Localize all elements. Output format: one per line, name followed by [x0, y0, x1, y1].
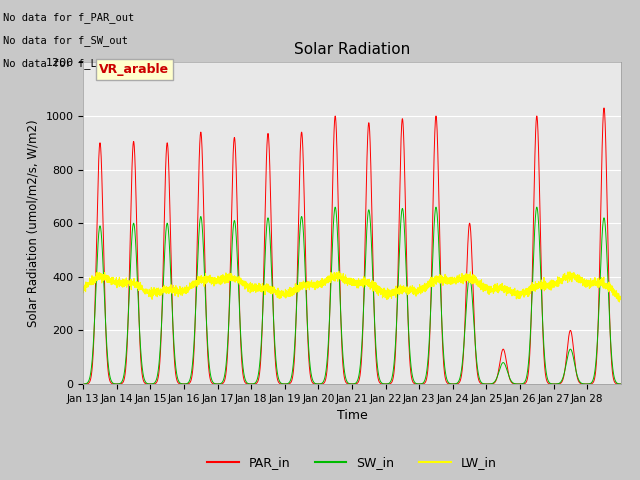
Line: SW_in: SW_in	[83, 207, 621, 384]
LW_in	[617, 295, 625, 300]
Line: LW_in: LW_in	[83, 271, 621, 302]
LW_in	[79, 284, 87, 290]
LW_in	[526, 289, 534, 295]
PAR_in	[79, 381, 87, 387]
SW_in	[372, 342, 380, 348]
PAR_in	[483, 381, 491, 387]
PAR_in	[500, 347, 508, 352]
SW_in	[401, 229, 408, 235]
SW_in	[540, 342, 548, 348]
LW_in	[540, 283, 547, 288]
PAR_in	[401, 166, 408, 171]
Text: No data for f_LW_out: No data for f_LW_out	[3, 58, 128, 69]
SW_in	[526, 342, 534, 348]
PAR_in	[600, 105, 608, 111]
Text: No data for f_PAR_out: No data for f_PAR_out	[3, 12, 134, 23]
SW_in	[533, 204, 541, 210]
LW_in	[372, 286, 380, 291]
Text: No data for f_SW_out: No data for f_SW_out	[3, 35, 128, 46]
LW_in	[616, 299, 623, 305]
X-axis label: Time: Time	[337, 409, 367, 422]
LW_in	[500, 286, 508, 292]
Title: Solar Radiation: Solar Radiation	[294, 42, 410, 57]
SW_in	[79, 381, 87, 387]
SW_in	[500, 360, 508, 365]
SW_in	[483, 381, 491, 387]
PAR_in	[617, 381, 625, 387]
LW_in	[401, 284, 408, 290]
LW_in	[191, 280, 198, 286]
PAR_in	[526, 351, 534, 357]
PAR_in	[372, 350, 380, 356]
Legend: PAR_in, SW_in, LW_in: PAR_in, SW_in, LW_in	[202, 451, 502, 474]
LW_in	[335, 268, 342, 274]
PAR_in	[540, 348, 547, 354]
PAR_in	[191, 334, 198, 340]
Text: VR_arable: VR_arable	[99, 63, 170, 76]
Line: PAR_in: PAR_in	[83, 108, 621, 384]
Y-axis label: Solar Radiation (umol/m2/s, W/m2): Solar Radiation (umol/m2/s, W/m2)	[27, 120, 40, 327]
SW_in	[191, 329, 198, 335]
SW_in	[617, 381, 625, 387]
